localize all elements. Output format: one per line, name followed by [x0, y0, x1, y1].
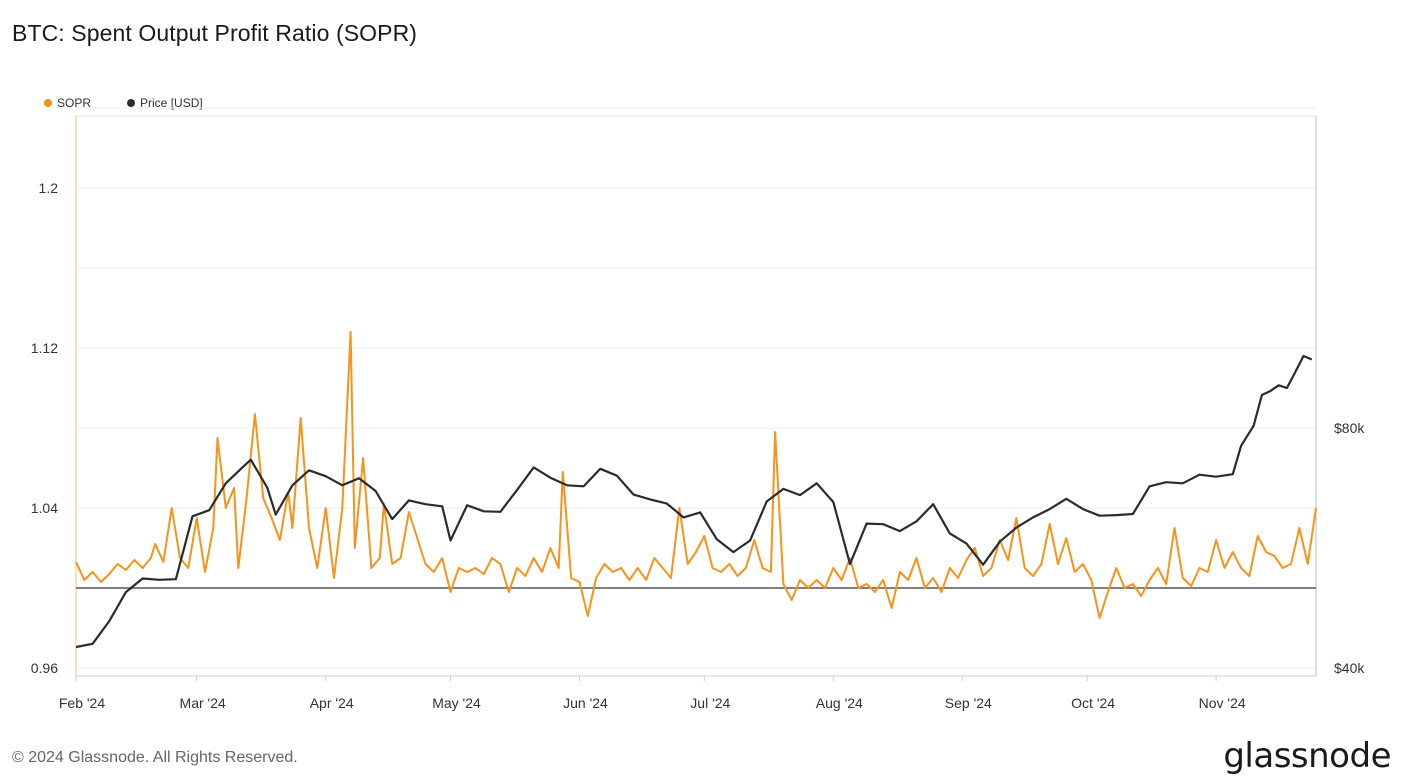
- page-title: BTC: Spent Output Profit Ratio (SOPR): [12, 20, 418, 46]
- x-tick-label: Mar '24: [180, 695, 226, 711]
- grid-layer: [76, 107, 1316, 669]
- legend-dot-sopr-icon: [44, 99, 52, 107]
- legend-dot-price-icon: [127, 99, 136, 107]
- y-left-tick-label: 1.12: [31, 340, 58, 356]
- y-right-tick-label: $40k: [1334, 660, 1365, 676]
- tick-layer: 0.96 1.04 1.12 1.2 $40k $80k Feb '24 Mar '24 Apr…: [31, 180, 1366, 711]
- x-tick-label: Aug '24: [816, 695, 863, 711]
- x-tick-label: Nov '24: [1199, 695, 1246, 711]
- chart-legend: SOPR Price [USD]: [44, 96, 203, 110]
- y-left-tick-label: 1.2: [39, 180, 59, 196]
- brand-logo[interactable]: glassnode: [1223, 736, 1391, 776]
- series-line-sopr: [75, 331, 1317, 619]
- x-tick-label: Jul '24: [690, 695, 730, 711]
- y-left-tick-label: 0.96: [31, 660, 58, 676]
- x-tick-label: May '24: [432, 695, 481, 711]
- x-tick-label: Jun '24: [563, 695, 608, 711]
- x-tick-label: Feb '24: [59, 695, 105, 711]
- legend-label-price: Price [USD]: [140, 96, 203, 110]
- legend-item-price[interactable]: Price [USD]: [127, 96, 203, 110]
- legend-item-sopr[interactable]: SOPR: [44, 96, 91, 110]
- series-line-price: [75, 354, 1313, 649]
- x-tick-label: Oct '24: [1071, 695, 1115, 711]
- axis-layer: [75, 115, 1317, 681]
- y-left-tick-label: 1.04: [31, 500, 58, 516]
- footer-copyright: © 2024 Glassnode. All Rights Reserved.: [12, 749, 298, 766]
- legend-label-sopr: SOPR: [57, 96, 92, 110]
- x-tick-label: Apr '24: [310, 695, 354, 711]
- y-right-tick-label: $80k: [1334, 420, 1365, 436]
- series-layer: [75, 331, 1317, 649]
- x-tick-label: Sep '24: [945, 695, 992, 711]
